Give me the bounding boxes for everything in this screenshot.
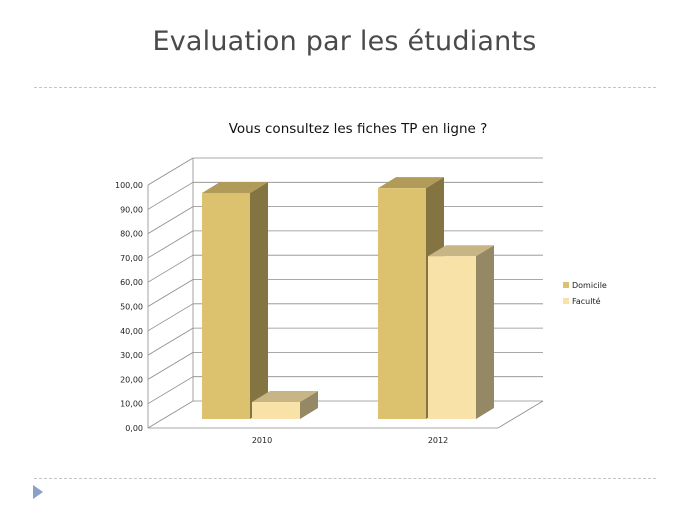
gridline-side: [147, 400, 194, 429]
bar-front-face: [252, 401, 300, 419]
gridline-side: [147, 376, 194, 405]
gridline-side: [147, 352, 194, 380]
bar-front-face: [378, 188, 426, 419]
legend: Domicile Faculté: [563, 281, 607, 306]
y-tick-label: 100,00: [115, 181, 143, 190]
gridline-side: [147, 157, 194, 186]
y-tick-label: 60,00: [120, 278, 143, 287]
x-tick-label: 2012: [428, 436, 448, 445]
legend-swatch: [563, 298, 569, 304]
y-tick-label: 20,00: [120, 375, 143, 384]
bar-side-face: [250, 182, 268, 419]
gridline-side: [147, 327, 194, 356]
bar-front-face: [428, 256, 476, 419]
nav-arrow-icon[interactable]: [33, 485, 43, 499]
gridline-side: [147, 230, 194, 259]
floor-edge: [148, 400, 544, 429]
bar-front-face: [202, 193, 250, 419]
gridline-side: [147, 181, 194, 210]
chart-title: Vous consultez les fiches TP en ligne ?: [229, 121, 488, 137]
bar-side-face: [476, 245, 494, 419]
y-tick-label: 10,00: [120, 400, 143, 409]
slide-title: Evaluation par les étudiants: [152, 26, 537, 57]
bar-facult-2012: [428, 245, 494, 419]
bar-top-face: [378, 177, 444, 189]
gridline-side: [147, 279, 194, 307]
legend-label: Faculté: [572, 296, 601, 306]
y-tick-label: 90,00: [120, 205, 143, 214]
chart-labels: 0,00 10,00 20,00 30,00 40,00 50,00 60,00 70,00 8…: [115, 181, 607, 445]
gridline-side: [147, 303, 194, 332]
legend-swatch: [563, 282, 569, 288]
y-tick-label: 30,00: [120, 351, 143, 360]
bar-side-face: [300, 390, 318, 419]
gridline-side: [147, 206, 194, 234]
bar-domicile-2012: [378, 177, 444, 419]
bar-top-face: [202, 182, 268, 194]
chart-bars: [202, 177, 494, 419]
y-tick-label: 40,00: [120, 327, 143, 336]
bar-top-face: [428, 245, 494, 257]
footer-divider: [34, 478, 656, 479]
y-tick-label: 70,00: [120, 254, 143, 263]
bar-facult-2010: [252, 390, 318, 419]
y-tick-label: 0,00: [125, 424, 143, 433]
chart-floor: [148, 400, 544, 429]
title-divider: [34, 87, 656, 88]
bar-top-face: [252, 390, 318, 402]
gridline-side: [147, 254, 194, 283]
y-tick-label: 80,00: [120, 230, 143, 239]
bar-domicile-2010: [202, 182, 268, 419]
x-tick-label: 2010: [252, 436, 272, 445]
y-tick-label: 50,00: [120, 303, 143, 312]
legend-label: Domicile: [572, 281, 607, 290]
